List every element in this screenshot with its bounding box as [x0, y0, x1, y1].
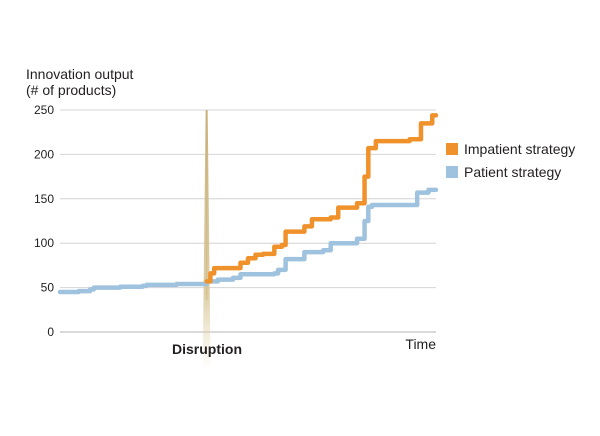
y-axis-title: Innovation output (# of products) [26, 66, 133, 98]
y-tick-100: 100 [34, 236, 54, 250]
legend-label-patient: Patient strategy [464, 164, 562, 180]
legend-label-impatient: Impatient strategy [464, 141, 576, 157]
x-axis-title: Time [405, 336, 436, 352]
legend-swatch-patient [446, 166, 458, 178]
legend-item-patient: Patient strategy [446, 162, 575, 182]
disruption-beam [202, 110, 211, 372]
series-line-impatient [204, 113, 439, 284]
y-tick-150: 150 [34, 192, 54, 206]
y-tick-200: 200 [34, 147, 54, 161]
legend-item-impatient: Impatient strategy [446, 139, 575, 159]
y-tick-250: 250 [34, 103, 54, 117]
disruption-label: Disruption [172, 341, 242, 357]
y-axis-title-line1: Innovation output [26, 66, 134, 82]
y-tick-0: 0 [47, 325, 54, 339]
y-tick-50: 50 [41, 281, 55, 295]
legend-swatch-impatient [446, 143, 458, 155]
y-axis-title-line2: (# of products) [26, 82, 117, 98]
series-line-patient [57, 187, 439, 295]
legend: Impatient strategy Patient strategy [446, 139, 575, 185]
